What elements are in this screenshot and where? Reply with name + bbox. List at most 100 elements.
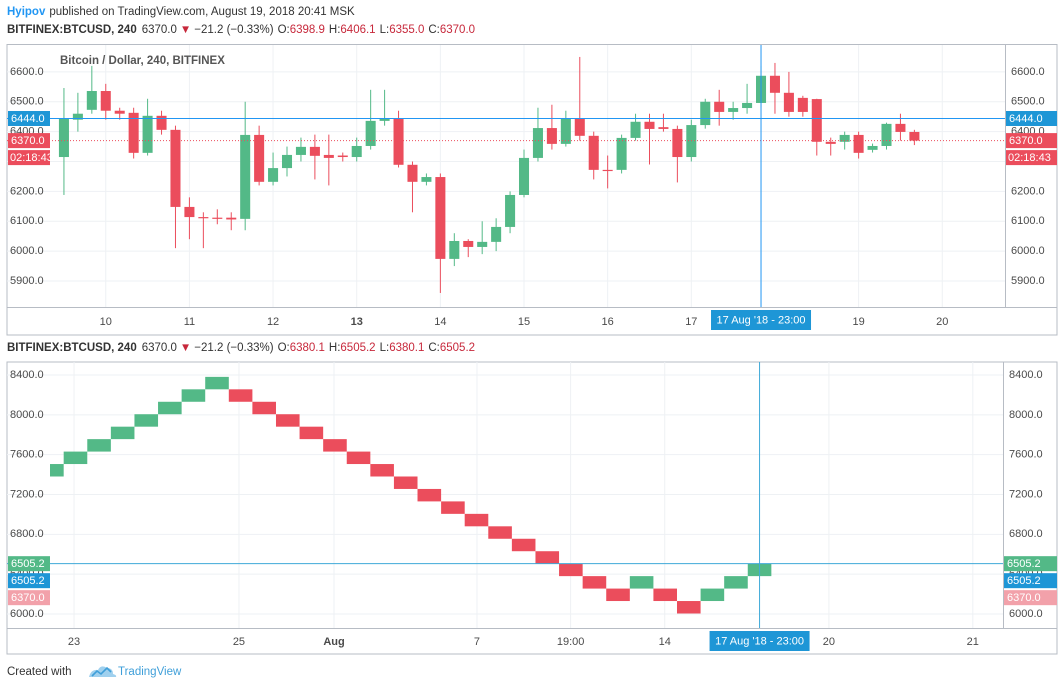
- candle-body: [421, 177, 432, 182]
- logo: [91, 666, 112, 677]
- y-tick-label: 7200.0: [10, 488, 44, 500]
- y-tick-label: 6100.0: [1011, 215, 1045, 227]
- legend: BITFINEX:BTCUSD, 240 6370.0 ▼ −21.2 (−0.33%…: [7, 342, 475, 354]
- footer-brand[interactable]: TradingView: [118, 666, 182, 678]
- price-label-box: [8, 573, 50, 589]
- x-tick-label: 25: [233, 636, 245, 648]
- renko-brick: [441, 501, 465, 514]
- renko-brick: [582, 576, 607, 589]
- legend-change: −21.2 (−0.33%): [194, 24, 273, 36]
- legend-key: C:: [428, 342, 440, 354]
- y-tick-label: 6200.0: [1011, 185, 1045, 197]
- published-line: Hyipov published on TradingView.com, Augu…: [7, 6, 355, 18]
- x-tick-label: 15: [518, 316, 530, 328]
- y-tick-label: 6800.0: [1009, 528, 1043, 540]
- candle-body: [240, 134, 251, 219]
- candle-body: [226, 217, 237, 220]
- candle-body: [337, 155, 348, 158]
- candle-body: [170, 129, 181, 207]
- candle-body: [588, 135, 599, 170]
- renko-brick: [323, 439, 347, 452]
- y-tick-label: 5900.0: [10, 275, 44, 287]
- renko-brick: [228, 389, 253, 402]
- candle-body: [644, 121, 655, 129]
- legend-value: 6406.1: [340, 24, 375, 36]
- renko-brick: [417, 488, 442, 502]
- y-tick-label: 6600.0: [10, 66, 44, 78]
- candle-body: [518, 157, 530, 195]
- legend-key: L:: [380, 24, 390, 36]
- candle-body: [463, 240, 474, 247]
- author[interactable]: Hyipov: [7, 6, 46, 18]
- plot: [58, 56, 920, 293]
- renko-brick: [606, 588, 630, 602]
- price-label: 6505.2: [11, 558, 45, 570]
- renko-brick: [205, 376, 229, 390]
- legend-value: 6355.0: [389, 24, 424, 36]
- published: published on TradingView.com, August 19,…: [49, 6, 355, 18]
- crosshair-time-label: 17 Aug '18 - 23:00: [715, 635, 804, 647]
- candle-body: [560, 118, 571, 144]
- x-tick-label: 19:00: [557, 636, 585, 648]
- candle-body: [100, 91, 111, 111]
- legend-change: −21.2 (−0.33%): [194, 342, 273, 354]
- renko-brick: [488, 526, 512, 539]
- countdown-box: [1006, 150, 1057, 166]
- candle-body: [281, 154, 293, 169]
- candle-body: [491, 226, 502, 242]
- candle-body: [212, 217, 223, 219]
- candle-body: [114, 110, 125, 114]
- renko-brick: [87, 439, 111, 452]
- chart: BITFINEX:BTCUSD, 240 6370.0 ▼ −21.2 (−0.33%…: [7, 342, 1057, 651]
- candle-body: [853, 134, 864, 153]
- candle-body: [532, 128, 543, 158]
- renko-brick: [63, 451, 88, 465]
- countdown-label: 02:18:43: [1008, 152, 1051, 164]
- y-tick-label: 6000.0: [1011, 245, 1045, 257]
- x-tick-label: 17: [685, 316, 697, 328]
- price-label-box: [1004, 573, 1057, 589]
- renko-brick: [181, 389, 206, 402]
- y-tick-label: 6100.0: [10, 215, 44, 227]
- plot: [50, 376, 772, 614]
- price-label-box: [1004, 556, 1057, 572]
- candle-body: [658, 127, 669, 129]
- candle-body: [630, 121, 641, 138]
- candle-body: [672, 128, 683, 158]
- candle-body: [254, 134, 265, 182]
- candle-body: [128, 112, 139, 153]
- candle-body: [156, 115, 167, 130]
- price-label: 6505.2: [11, 575, 45, 587]
- candle-body: [309, 146, 320, 156]
- renko-brick: [559, 563, 583, 577]
- y-tick-label: 7600.0: [10, 449, 44, 461]
- legend-symbol: BITFINEX:BTCUSD, 240: [7, 342, 137, 354]
- candle-body: [58, 118, 69, 158]
- y-tick-label: 6500.0: [1011, 96, 1045, 108]
- x-tick-label: 21: [967, 636, 979, 648]
- x-tick-label: 20: [823, 636, 835, 648]
- price-label-box: [8, 110, 50, 126]
- y-tick-label: 6200.0: [10, 185, 44, 197]
- x-tick-label: 13: [351, 316, 363, 328]
- x-tick-label: 14: [659, 636, 671, 648]
- renko-brick: [629, 576, 654, 589]
- y-tick-label: 6600.0: [1011, 66, 1045, 78]
- candle-body: [72, 113, 83, 120]
- price-label: 6370.0: [1009, 135, 1043, 147]
- chart-panel: [6, 361, 1058, 655]
- candle-body: [797, 97, 808, 112]
- y-tick-label: 6500.0: [10, 96, 44, 108]
- renko-brick: [535, 551, 560, 564]
- legend-value: 6380.1: [389, 342, 424, 354]
- x-tick-label: 23: [68, 636, 80, 648]
- candle-body: [811, 99, 822, 142]
- x-tick-label: 10: [100, 316, 112, 328]
- candle-body: [351, 145, 362, 158]
- legend-value: 6505.2: [440, 342, 475, 354]
- x-tick-label: 12: [267, 316, 279, 328]
- candle-body: [783, 92, 794, 112]
- x-tick-label: 7: [474, 636, 480, 648]
- legend-arrow: ▼: [180, 342, 191, 354]
- candle-body: [700, 101, 711, 126]
